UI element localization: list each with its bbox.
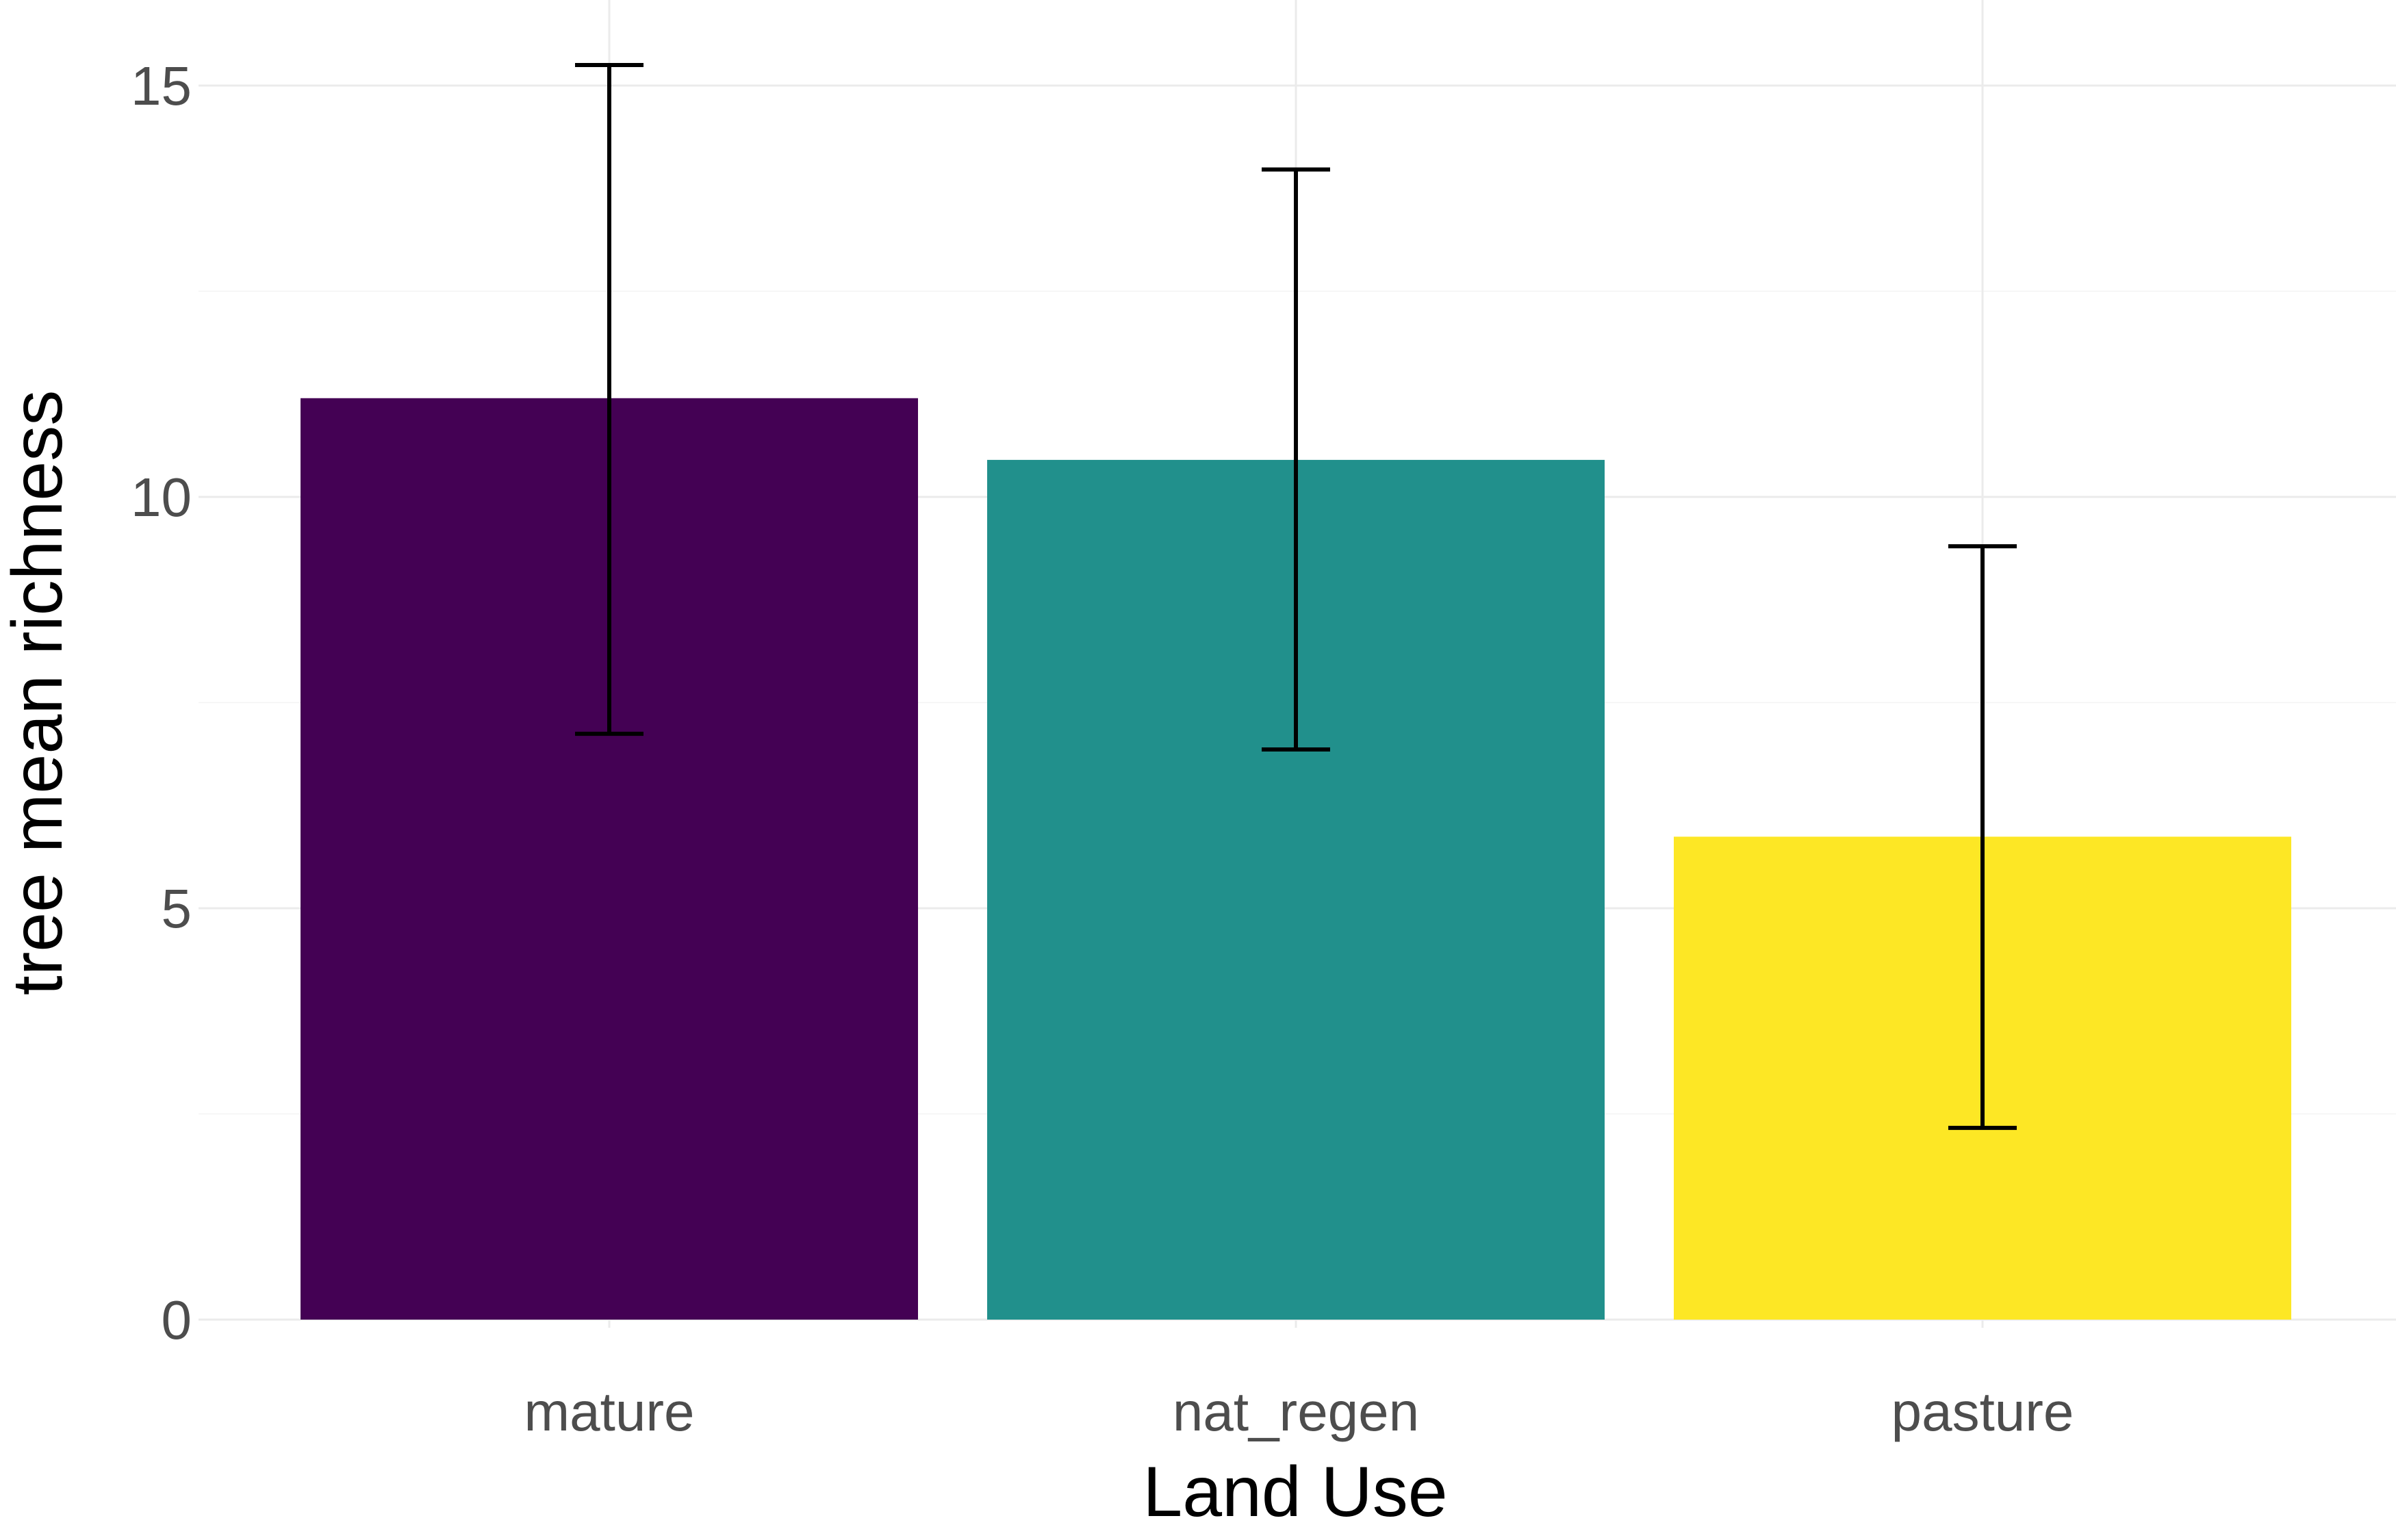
x-axis-ticks: mature nat_regen pasture xyxy=(524,1381,2074,1442)
error-bar-mature xyxy=(575,62,643,736)
x-tick-label: nat_regen xyxy=(1173,1381,1419,1442)
x-tick-label: pasture xyxy=(1891,1381,2074,1442)
y-tick-label: 0 xyxy=(162,1289,192,1350)
y-axis-ticks: 0 5 10 15 xyxy=(131,55,192,1350)
y-axis-title: tree mean richness xyxy=(0,390,77,995)
x-axis-title: Land Use xyxy=(1143,1452,1447,1532)
y-tick-label: 15 xyxy=(131,55,192,116)
error-bars xyxy=(575,62,2017,1130)
error-bar-nat_regen xyxy=(1262,167,1330,752)
y-tick-label: 10 xyxy=(131,467,192,528)
error-bar-pasture xyxy=(1948,544,2017,1130)
y-tick-label: 5 xyxy=(162,878,192,939)
x-tick-label: mature xyxy=(524,1381,695,1442)
